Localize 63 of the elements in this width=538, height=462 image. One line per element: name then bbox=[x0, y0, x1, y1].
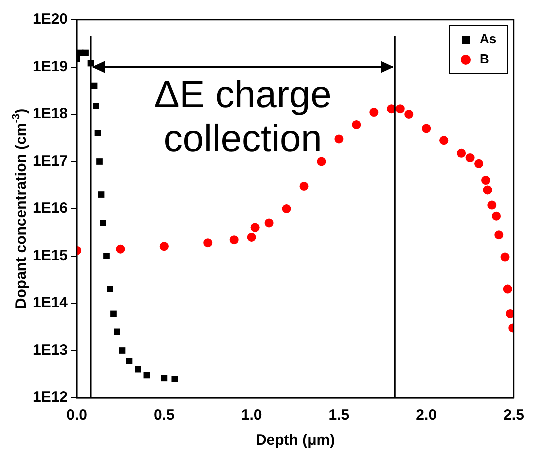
y-tick-label: 1E19 bbox=[32, 58, 68, 76]
point bbox=[440, 136, 449, 146]
point bbox=[506, 309, 514, 318]
point bbox=[264, 218, 274, 228]
point bbox=[98, 192, 105, 198]
y-tick-label: 1E18 bbox=[32, 106, 68, 123]
point bbox=[110, 310, 117, 318]
y-tick-label: 1E13 bbox=[32, 342, 68, 359]
point bbox=[104, 253, 110, 260]
y-tick-label: 1E14 bbox=[32, 294, 69, 312]
point bbox=[119, 348, 126, 354]
point bbox=[457, 148, 466, 158]
point bbox=[96, 158, 103, 165]
point bbox=[482, 176, 491, 186]
point bbox=[334, 134, 344, 144]
x-tick-label: 1.5 bbox=[328, 407, 350, 424]
x-tick-label: 0.5 bbox=[154, 407, 175, 424]
point bbox=[172, 376, 178, 382]
point bbox=[404, 110, 414, 119]
point bbox=[161, 375, 168, 382]
y-axis-title: Dopant concentration (cm-3) bbox=[10, 108, 30, 310]
point bbox=[94, 130, 102, 136]
point bbox=[107, 286, 114, 292]
point bbox=[93, 103, 100, 110]
point bbox=[300, 182, 309, 191]
legend-label: B bbox=[480, 52, 490, 67]
point bbox=[370, 108, 379, 118]
point bbox=[160, 242, 169, 252]
point bbox=[250, 223, 260, 232]
x-axis-title: Depth (μm) bbox=[256, 432, 336, 450]
x-tick-label: 0.0 bbox=[66, 407, 88, 424]
point bbox=[230, 236, 239, 245]
point bbox=[116, 244, 126, 254]
legend-label: As bbox=[480, 32, 497, 47]
point bbox=[422, 124, 432, 134]
point bbox=[466, 154, 475, 163]
point bbox=[317, 157, 326, 166]
point bbox=[492, 212, 502, 221]
point bbox=[82, 50, 89, 56]
x-tick-label: 2.5 bbox=[504, 407, 524, 424]
y-tick-label: 1E17 bbox=[32, 152, 68, 170]
point bbox=[352, 120, 362, 130]
x-tick-label: 1.0 bbox=[241, 407, 262, 424]
y-tick-label: 1E15 bbox=[32, 247, 68, 264]
annotation: ΔE charge collection bbox=[154, 74, 332, 161]
point bbox=[114, 328, 120, 336]
point bbox=[494, 230, 504, 240]
point bbox=[483, 186, 492, 195]
point bbox=[247, 232, 256, 242]
y-tick-label: 1E16 bbox=[32, 200, 68, 218]
point bbox=[135, 366, 142, 373]
y-tick-label: 1E12 bbox=[32, 389, 68, 406]
point bbox=[204, 238, 213, 248]
x-tick-label: 2.0 bbox=[416, 407, 438, 424]
point bbox=[500, 252, 510, 262]
point bbox=[396, 104, 405, 114]
point bbox=[488, 200, 497, 210]
point bbox=[100, 220, 106, 226]
point bbox=[503, 284, 512, 294]
y-tick-label: 1E20 bbox=[32, 11, 68, 28]
point bbox=[474, 159, 484, 168]
point bbox=[126, 358, 133, 364]
point bbox=[282, 204, 292, 214]
